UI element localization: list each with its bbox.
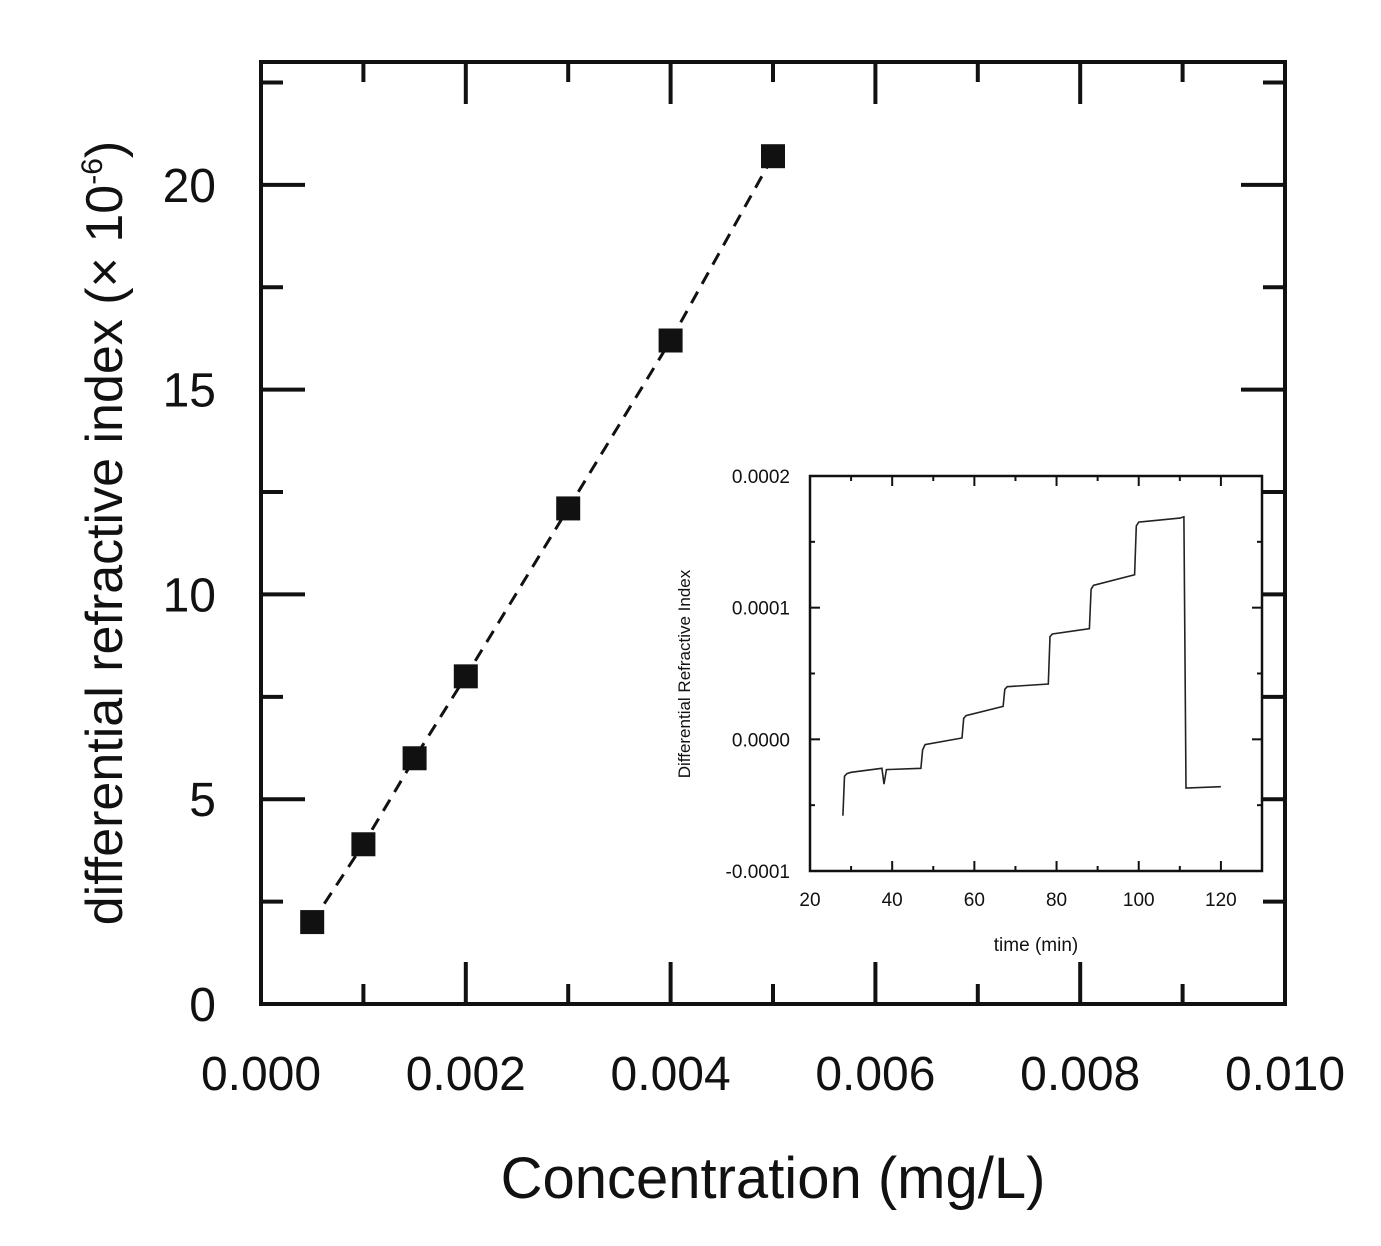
inset-signal-line [842,515,1221,816]
x-tick-label: 0.008 [1020,1048,1140,1101]
data-point-marker [556,496,581,521]
data-point-marker [761,144,785,169]
x-tick-label: 0.004 [611,1048,731,1101]
y-tick-label: 10 [163,569,216,622]
x-axis-title: Concentration (mg/L) [501,1146,1046,1211]
y-axis-title-close: ) [76,141,134,158]
y-tick-label: 5 [189,774,216,827]
x-tick-label: 0.000 [201,1048,321,1101]
x-tick-label: 0.010 [1225,1048,1345,1101]
inset-x-axis-title: time (min) [994,935,1078,956]
data-point-marker [300,910,325,935]
inset-x-tick-label: 80 [1046,890,1067,911]
y-tick-label: 20 [163,160,216,213]
inset-x-tick-label: 60 [964,890,985,911]
y-tick-label: 15 [163,365,216,418]
data-point-marker [453,664,478,689]
inset-x-tick-label: 20 [799,890,820,911]
inset-y-tick-label: 0.0001 [732,599,790,620]
y-axis-title-base: differential refractive index (× 10 [76,185,134,925]
fit-line-dashed [310,155,775,923]
x-tick-label: 0.002 [406,1048,526,1101]
inset-y-axis-title: Differential Refractive Index [675,569,694,778]
data-point-marker [402,746,427,771]
inset-plot-frame [808,474,1264,873]
data-point-marker [658,328,683,353]
data-point-marker [351,832,376,857]
inset-y-tick-label: -0.0001 [726,862,790,883]
y-axis-title-exponent: -6 [76,158,109,185]
inset-y-tick-label: 0.0002 [732,467,790,488]
inset-x-tick-label: 40 [882,890,903,911]
y-axis-title: differential refractive index (× 10-6) [76,141,134,925]
x-tick-label: 0.006 [815,1048,935,1101]
inset-x-tick-label: 100 [1123,890,1155,911]
inset-x-tick-label: 120 [1205,890,1237,911]
y-tick-label: 0 [189,979,216,1032]
inset-y-tick-label: 0.0000 [732,730,790,751]
